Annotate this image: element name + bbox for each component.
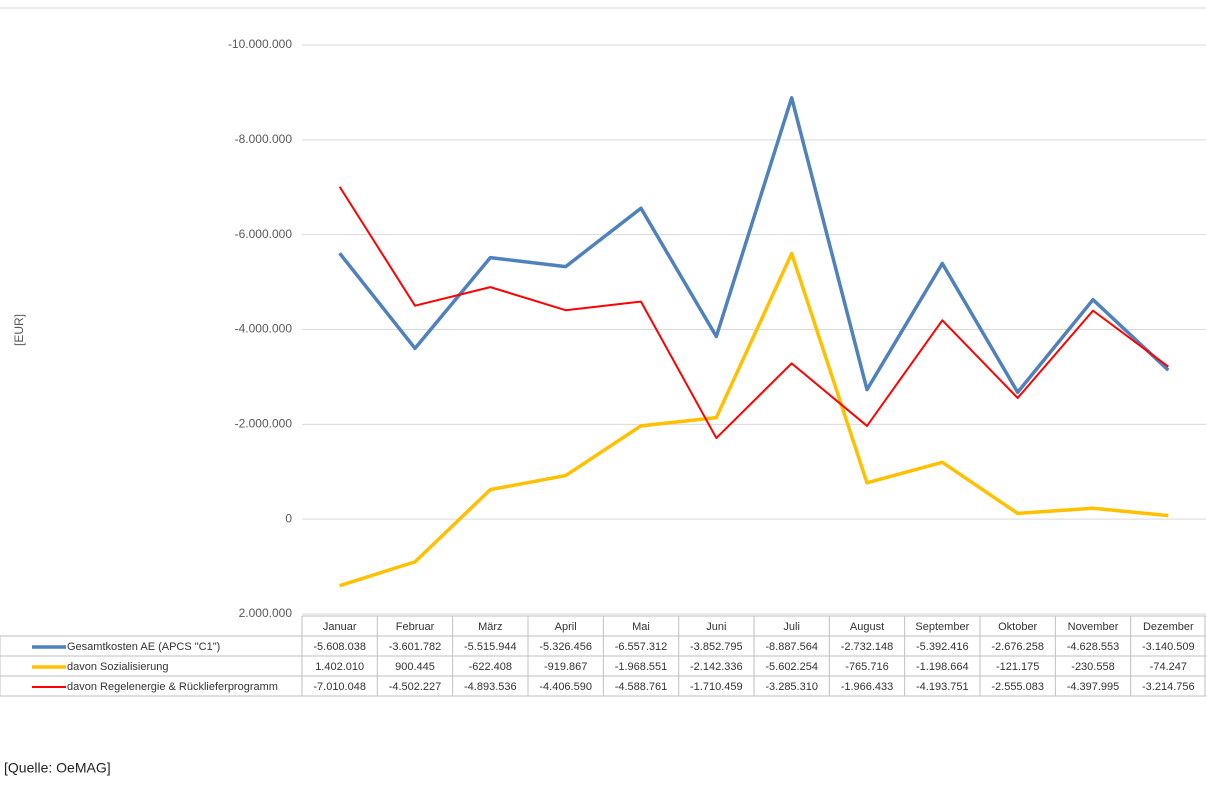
table-cell: -4.893.536 — [464, 681, 517, 693]
table-cell: -121.175 — [996, 661, 1039, 673]
x-tick-label: August — [850, 621, 884, 633]
x-tick-label: April — [555, 621, 577, 633]
series-line — [339, 251, 1169, 588]
x-tick-label: Mai — [632, 621, 650, 633]
table-cell: -1.710.459 — [690, 681, 743, 693]
x-tick-label: März — [478, 621, 502, 633]
source: [Quelle: OeMAG] — [4, 760, 111, 776]
table-cell: -765.716 — [845, 661, 888, 673]
legend-label: Gesamtkosten AE (APCS "C1") — [67, 641, 220, 653]
legend-label: davon Sozialisierung — [67, 661, 169, 673]
table-cell: -4.193.751 — [916, 681, 969, 693]
table-cell: 900.445 — [395, 661, 435, 673]
table-cell: -4.628.553 — [1067, 641, 1120, 653]
table-cell: -1.198.664 — [916, 661, 969, 673]
table-cell: -4.588.761 — [615, 681, 668, 693]
table-cell: -74.247 — [1150, 661, 1187, 673]
y-tick-label: -10.000.000 — [228, 37, 292, 51]
table-cell: -1.968.551 — [615, 661, 668, 673]
x-tick-label: Juni — [706, 621, 726, 633]
table-cell: -8.887.564 — [765, 641, 818, 653]
series-line — [338, 95, 1170, 395]
table-cell: -4.406.590 — [539, 681, 592, 693]
table-cell: -5.602.254 — [765, 661, 818, 673]
y-tick-label: -2.000.000 — [235, 417, 293, 431]
legend-label: davon Regelenergie & Rücklieferprogramm — [67, 681, 278, 693]
table-cell: -3.601.782 — [389, 641, 442, 653]
table-cell: -919.867 — [544, 661, 587, 673]
x-tick-label: Juli — [783, 621, 800, 633]
table-cell: -4.502.227 — [389, 681, 442, 693]
x-tick-label: Januar — [323, 621, 357, 633]
table-cell: -3.140.509 — [1142, 641, 1195, 653]
table-cell: 1.402.010 — [315, 661, 364, 673]
table-cell: -622.408 — [469, 661, 512, 673]
y-axis-label: [EUR] — [12, 314, 26, 346]
table-cell: -5.515.944 — [464, 641, 517, 653]
series-line — [338, 186, 1169, 440]
table-cell: -2.555.083 — [991, 681, 1044, 693]
table-cell: -3.852.795 — [690, 641, 743, 653]
table-cell: -2.732.148 — [841, 641, 894, 653]
table-cell: -2.142.336 — [690, 661, 743, 673]
x-tick-label: Februar — [396, 621, 435, 633]
table-cell: -230.558 — [1071, 661, 1114, 673]
table-cell: -5.608.038 — [313, 641, 366, 653]
x-tick-label: November — [1068, 621, 1119, 633]
y-tick-label: 0 — [285, 511, 292, 525]
y-tick-label: -8.000.000 — [235, 132, 293, 146]
table-cell: -4.397.995 — [1067, 681, 1120, 693]
y-tick-label: 2.000.000 — [239, 606, 293, 620]
table-cell: -1.966.433 — [841, 681, 894, 693]
y-tick-label: -4.000.000 — [235, 322, 293, 336]
table-cell: -5.326.456 — [539, 641, 592, 653]
x-tick-label: Dezember — [1143, 621, 1194, 633]
table-cell: -2.676.258 — [991, 641, 1044, 653]
table-cell: -5.392.416 — [916, 641, 969, 653]
table-cell: -3.285.310 — [765, 681, 818, 693]
y-tick-label: -6.000.000 — [235, 227, 293, 241]
x-tick-label: September — [915, 621, 969, 633]
table-cell: -3.214.756 — [1142, 681, 1195, 693]
x-tick-label: Oktober — [998, 621, 1037, 633]
table-cell: -7.010.048 — [313, 681, 366, 693]
table-cell: -6.557.312 — [615, 641, 668, 653]
